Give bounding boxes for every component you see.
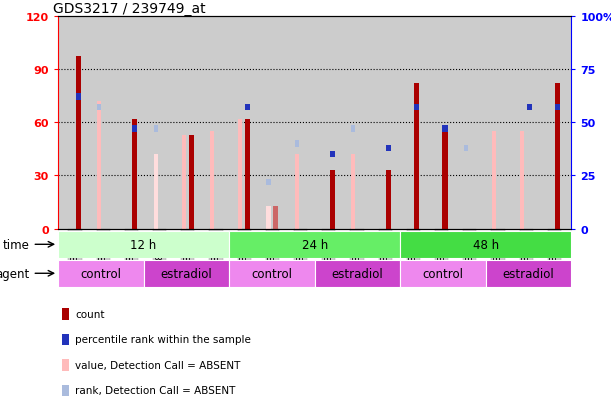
Text: agent: agent [0, 267, 29, 280]
Bar [58, 231, 229, 258]
Bar [400, 260, 486, 287]
Bar [76, 57, 81, 229]
Bar [400, 231, 571, 258]
Bar [295, 155, 299, 229]
Bar [273, 206, 279, 229]
Text: 24 h: 24 h [302, 238, 327, 251]
Bar [181, 135, 186, 229]
Bar [330, 152, 335, 158]
Bar [442, 128, 448, 229]
Text: count: count [75, 309, 104, 319]
Bar [153, 126, 158, 132]
Bar [414, 105, 419, 111]
Text: percentile rank within the sample: percentile rank within the sample [75, 335, 251, 344]
Bar [189, 135, 194, 229]
Bar [266, 206, 271, 229]
Bar [245, 119, 250, 229]
Bar [315, 260, 400, 287]
Bar [464, 145, 468, 152]
Bar [486, 260, 571, 287]
Text: rank, Detection Call = ABSENT: rank, Detection Call = ABSENT [75, 385, 235, 395]
Text: 48 h: 48 h [473, 238, 499, 251]
Text: control: control [251, 267, 293, 280]
Bar [132, 119, 137, 229]
Text: 12 h: 12 h [131, 238, 156, 251]
Text: value, Detection Call = ABSENT: value, Detection Call = ABSENT [75, 360, 241, 370]
Text: control: control [422, 267, 464, 280]
Bar [492, 132, 496, 229]
Text: time: time [2, 238, 29, 251]
Text: estradiol: estradiol [503, 267, 554, 280]
Bar [442, 126, 448, 132]
Text: control: control [80, 267, 122, 280]
Bar [229, 260, 315, 287]
Bar [386, 145, 391, 152]
Bar [76, 94, 81, 100]
Bar [555, 84, 560, 229]
Bar [386, 171, 391, 229]
Bar [238, 119, 243, 229]
Bar [330, 171, 335, 229]
Bar [62, 334, 68, 345]
Bar [414, 84, 419, 229]
Bar [210, 132, 214, 229]
Bar [58, 260, 144, 287]
Bar [245, 105, 250, 111]
Bar [132, 126, 137, 132]
Text: GDS3217 / 239749_at: GDS3217 / 239749_at [53, 2, 205, 16]
Bar [351, 126, 355, 132]
Text: estradiol: estradiol [332, 267, 383, 280]
Text: estradiol: estradiol [161, 267, 212, 280]
Bar [295, 141, 299, 147]
Bar [144, 260, 229, 287]
Bar [97, 102, 101, 229]
Bar [62, 308, 68, 320]
Bar [527, 105, 532, 111]
Bar [266, 179, 271, 185]
Bar [97, 105, 101, 111]
Bar [520, 132, 524, 229]
Bar [153, 155, 158, 229]
Bar [351, 155, 355, 229]
Bar [62, 359, 68, 371]
Bar [229, 231, 400, 258]
Bar [555, 105, 560, 111]
Bar [62, 385, 68, 396]
